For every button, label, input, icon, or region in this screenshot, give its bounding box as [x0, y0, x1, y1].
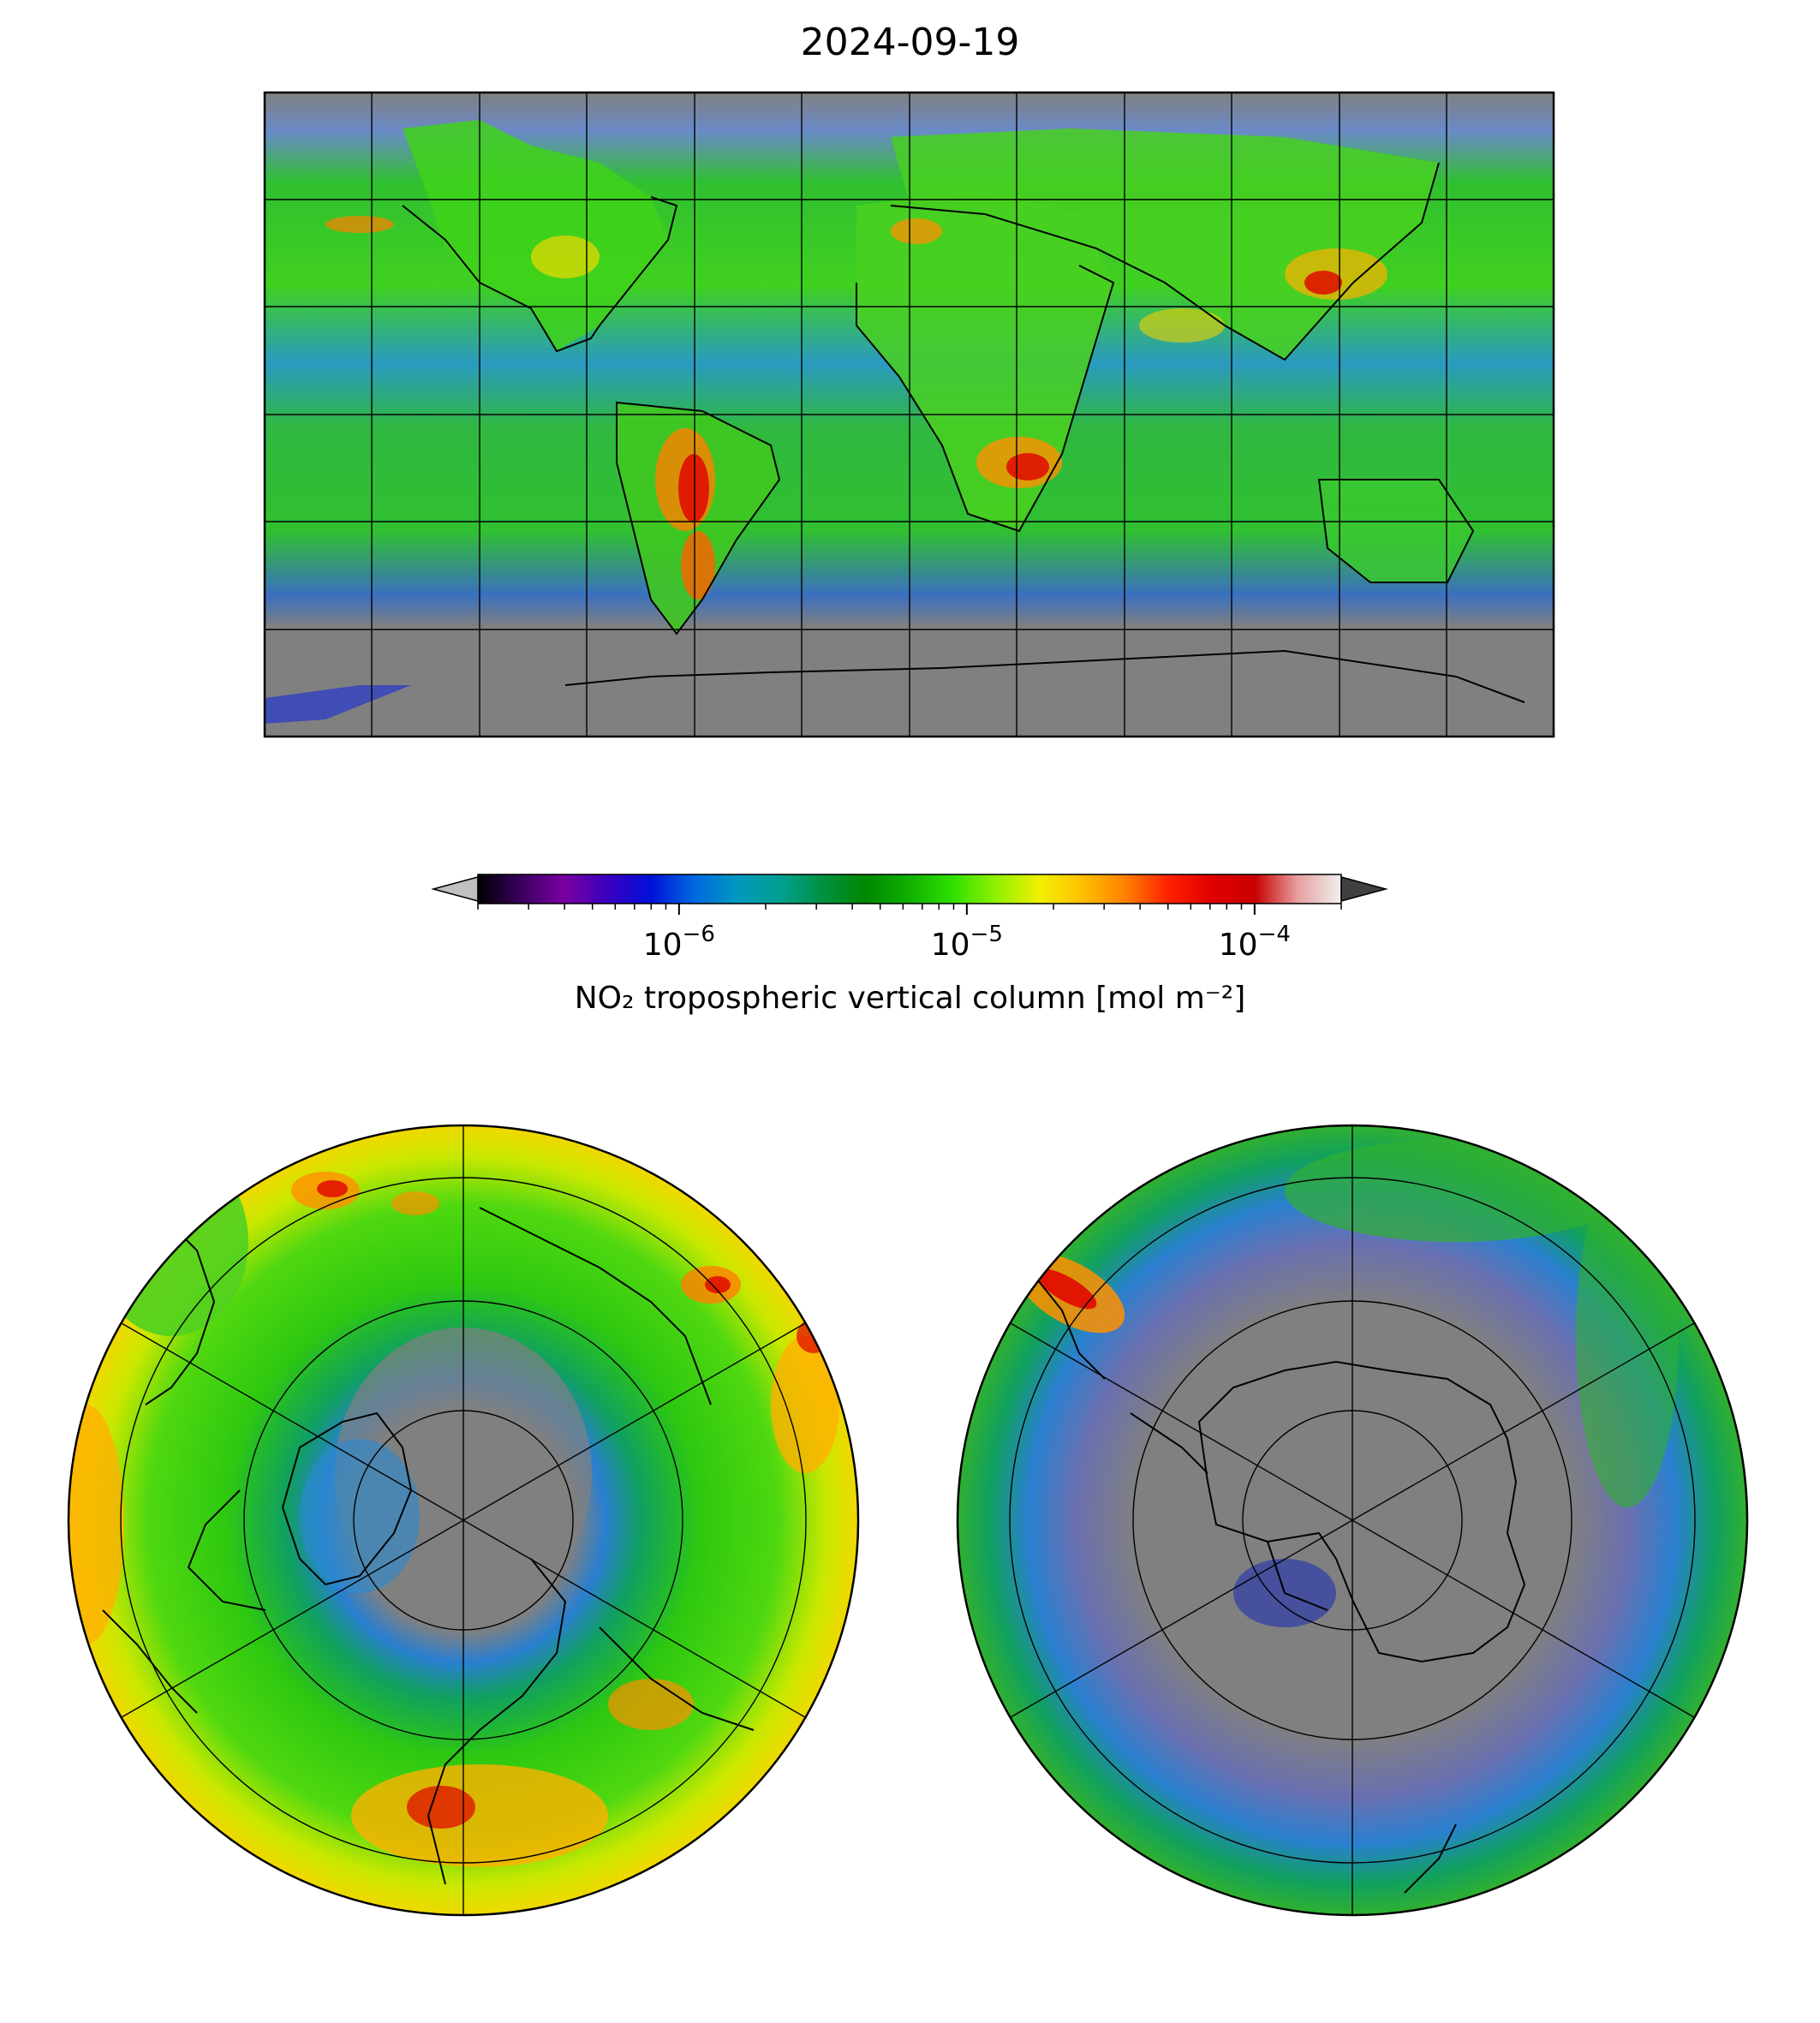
- eurasia-land: [891, 128, 1439, 360]
- south-polar-map: [956, 1124, 1749, 1917]
- north-america-land: [403, 120, 668, 351]
- colorbar-ticks: 10−6 10−5 10−4: [477, 904, 1342, 963]
- colorbar-tick-label: 10−5: [931, 922, 1003, 963]
- global-gridlines: [265, 92, 1554, 737]
- australia-land: [1319, 480, 1473, 582]
- south-gridlines: [1009, 1125, 1696, 1915]
- colorbar-over-arrow: [1340, 876, 1388, 902]
- europe-hotspot: [891, 218, 942, 244]
- colorbar-tick-label: 10−4: [1219, 922, 1291, 963]
- global-coastlines: [402, 162, 1525, 703]
- south-coastlines: [1027, 1267, 1526, 1894]
- north-polar-frame: [67, 1124, 860, 1917]
- north-polar-map: [67, 1124, 860, 1917]
- colorbar-tick-label: 10−6: [643, 922, 715, 963]
- colorbar: 10−6 10−5 10−4: [431, 874, 1388, 963]
- map-title: 2024-09-19: [800, 21, 1020, 64]
- south-polar-frame: [956, 1124, 1749, 1917]
- colorbar-label: NO₂ tropospheric vertical column [mol m⁻…: [574, 981, 1246, 1016]
- global-map-frame: [263, 91, 1555, 738]
- colorbar-body: [478, 874, 1341, 904]
- north-gridlines: [120, 1125, 807, 1915]
- colorbar-under-arrow: [431, 876, 479, 902]
- north-coastlines: [102, 1207, 755, 1885]
